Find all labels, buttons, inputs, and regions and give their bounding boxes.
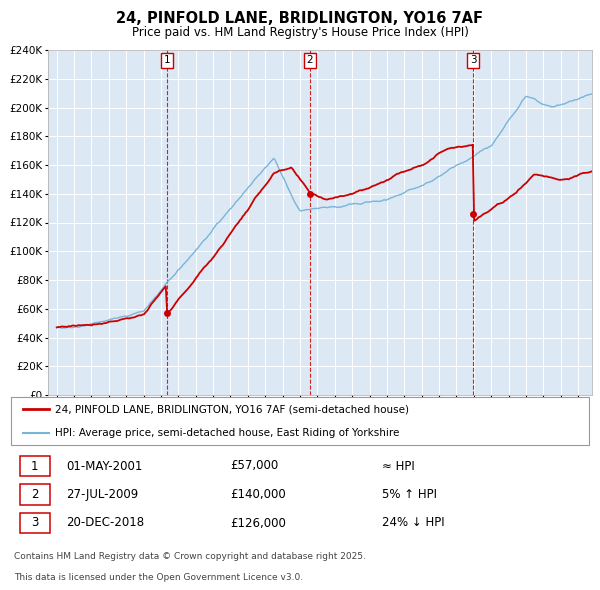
Text: 27-JUL-2009: 27-JUL-2009 bbox=[67, 488, 139, 501]
Text: 24, PINFOLD LANE, BRIDLINGTON, YO16 7AF: 24, PINFOLD LANE, BRIDLINGTON, YO16 7AF bbox=[116, 11, 484, 26]
Text: Contains HM Land Registry data © Crown copyright and database right 2025.: Contains HM Land Registry data © Crown c… bbox=[14, 552, 366, 560]
Text: 01-MAY-2001: 01-MAY-2001 bbox=[67, 460, 143, 473]
Text: HPI: Average price, semi-detached house, East Riding of Yorkshire: HPI: Average price, semi-detached house,… bbox=[55, 428, 399, 438]
Text: 2: 2 bbox=[307, 55, 313, 65]
FancyBboxPatch shape bbox=[20, 455, 50, 477]
Text: £140,000: £140,000 bbox=[230, 488, 286, 501]
Text: 24% ↓ HPI: 24% ↓ HPI bbox=[382, 516, 445, 529]
Text: 1: 1 bbox=[163, 55, 170, 65]
Text: 3: 3 bbox=[470, 55, 476, 65]
Text: 5% ↑ HPI: 5% ↑ HPI bbox=[382, 488, 437, 501]
FancyBboxPatch shape bbox=[20, 484, 50, 505]
Text: £57,000: £57,000 bbox=[230, 460, 278, 473]
Text: 24, PINFOLD LANE, BRIDLINGTON, YO16 7AF (semi-detached house): 24, PINFOLD LANE, BRIDLINGTON, YO16 7AF … bbox=[55, 404, 409, 414]
Text: 2: 2 bbox=[31, 488, 38, 501]
Text: 3: 3 bbox=[31, 516, 38, 529]
Text: Price paid vs. HM Land Registry's House Price Index (HPI): Price paid vs. HM Land Registry's House … bbox=[131, 26, 469, 39]
Text: £126,000: £126,000 bbox=[230, 516, 286, 529]
FancyBboxPatch shape bbox=[20, 513, 50, 533]
Text: 1: 1 bbox=[31, 460, 38, 473]
FancyBboxPatch shape bbox=[11, 397, 589, 445]
Text: 20-DEC-2018: 20-DEC-2018 bbox=[67, 516, 145, 529]
Text: ≈ HPI: ≈ HPI bbox=[382, 460, 415, 473]
Text: This data is licensed under the Open Government Licence v3.0.: This data is licensed under the Open Gov… bbox=[14, 573, 303, 582]
